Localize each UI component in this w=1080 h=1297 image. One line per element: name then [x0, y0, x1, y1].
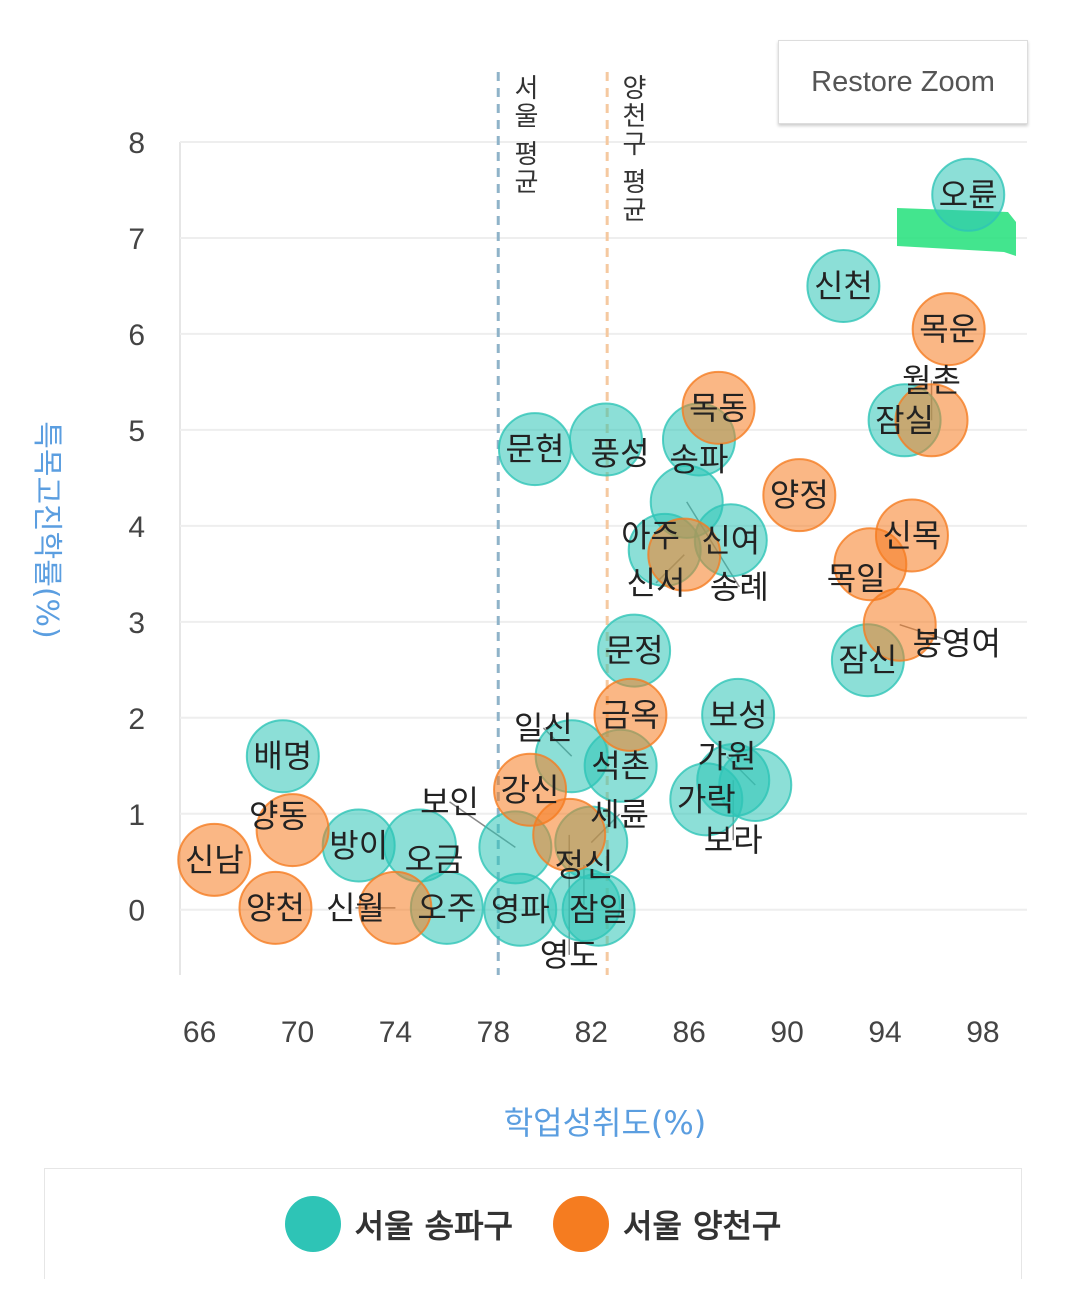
data-point-label: 양천: [246, 889, 305, 927]
x-tick-label: 74: [379, 1016, 412, 1049]
data-point-label: 가락: [677, 780, 736, 818]
data-point-label: 양동: [249, 797, 308, 835]
y-tick-label: 6: [128, 319, 145, 352]
data-point-label: 배명: [253, 737, 312, 775]
x-tick-label: 70: [281, 1016, 314, 1049]
data-point-label: 신남: [185, 841, 244, 879]
x-tick-label: 78: [477, 1016, 510, 1049]
y-tick-label: 2: [128, 703, 145, 736]
data-point-label: 아주: [621, 517, 680, 555]
ref-line-label-seoul: 서울 평균: [509, 74, 539, 197]
series-yangcheon: [177, 292, 986, 945]
x-tick-label: 98: [966, 1016, 999, 1049]
data-point[interactable]: [177, 822, 252, 897]
y-tick-label: 4: [128, 511, 145, 544]
x-tick-label: 90: [770, 1016, 803, 1049]
data-point-label: 문정: [605, 632, 664, 670]
data-point[interactable]: [532, 797, 607, 872]
restore-zoom-button[interactable]: Restore Zoom: [778, 40, 1028, 124]
data-point[interactable]: [806, 248, 881, 323]
legend-label: 서울 양천구: [623, 1207, 782, 1245]
data-point[interactable]: [931, 157, 1006, 232]
x-tick-label: 86: [672, 1016, 705, 1049]
y-tick-label: 5: [128, 415, 145, 448]
data-point-label: 세륜: [590, 795, 649, 833]
data-point-label: 목동: [689, 389, 748, 427]
data-point[interactable]: [762, 458, 837, 533]
data-point-label: 강신: [501, 771, 560, 809]
legend-marker-icon: [284, 1196, 341, 1252]
x-axis-label: 학업성취도(%): [503, 1104, 707, 1142]
x-tick-label: 66: [183, 1016, 216, 1049]
data-point[interactable]: [894, 383, 969, 458]
data-point[interactable]: [358, 870, 433, 945]
data-point-label: 가원: [698, 738, 757, 776]
data-point-label: 풍성: [591, 435, 650, 473]
y-tick-label: 0: [128, 895, 145, 928]
data-point-label: 정신: [554, 846, 613, 884]
data-point-label: 오륜: [939, 176, 998, 214]
data-point-label: 신서: [627, 564, 686, 602]
data-point-label: 보라: [704, 821, 763, 859]
data-point-label: 봉영여: [913, 624, 1001, 662]
data-point-label: 목일: [827, 559, 886, 597]
data-point-label: 목운: [919, 310, 978, 348]
x-tick-label: 94: [868, 1016, 901, 1049]
data-point[interactable]: [911, 292, 986, 367]
ref-line-label-yangcheon: 양천구 평균: [617, 74, 647, 225]
legend-marker-icon: [553, 1196, 609, 1252]
y-tick-label: 8: [128, 127, 145, 160]
data-point-label: 잠신: [838, 641, 897, 679]
data-point[interactable]: [245, 719, 320, 794]
legend: 서울 송파구 서울 양천구: [44, 1168, 1022, 1279]
data-point[interactable]: [862, 587, 937, 662]
legend-item-songpa[interactable]: 서울 송파구: [284, 1196, 513, 1252]
data-point-label: 방이: [329, 826, 388, 864]
y-axis-label: 특목고진학률(%): [29, 421, 64, 639]
y-tick-label: 7: [128, 223, 145, 256]
data-point[interactable]: [681, 370, 756, 445]
data-point-label: 석촌: [591, 747, 650, 785]
data-point-label: 양정: [770, 476, 829, 514]
data-point-label: 금옥: [601, 696, 660, 734]
data-point[interactable]: [647, 517, 722, 592]
data-point-label: 송파: [670, 441, 729, 479]
legend-item-yangcheon[interactable]: 서울 양천구: [553, 1196, 781, 1252]
data-point-label: 신천: [814, 267, 873, 305]
data-point[interactable]: [833, 527, 908, 602]
data-point-label: 일신: [514, 709, 573, 747]
data-point-label: 영도: [540, 936, 599, 974]
data-point-label: 월촌: [902, 361, 961, 399]
data-point-label: 신월: [326, 889, 385, 927]
data-point-label: 송례: [710, 568, 769, 606]
data-point[interactable]: [718, 747, 793, 822]
data-point-label: 신목: [882, 516, 941, 554]
data-point-label: 오주: [417, 889, 476, 927]
data-point-label: 문현: [506, 430, 565, 468]
data-point-label: 영파: [491, 891, 550, 929]
data-point-label: 보성: [709, 696, 768, 734]
data-point-label: 보인: [420, 783, 479, 821]
data-point-label: 잠일: [569, 891, 628, 929]
y-tick-label: 3: [128, 607, 145, 640]
legend-label: 서울 송파구: [354, 1207, 513, 1245]
data-point[interactable]: [593, 677, 668, 752]
y-tick-label: 1: [128, 799, 145, 832]
data-point[interactable]: [568, 402, 643, 477]
data-point-label: 오금: [405, 841, 464, 879]
x-tick-label: 82: [575, 1016, 608, 1049]
data-point[interactable]: [255, 793, 330, 868]
data-point-label: 잠실: [875, 401, 934, 439]
data-point-label: 신여: [701, 521, 760, 559]
data-point[interactable]: [238, 870, 313, 945]
